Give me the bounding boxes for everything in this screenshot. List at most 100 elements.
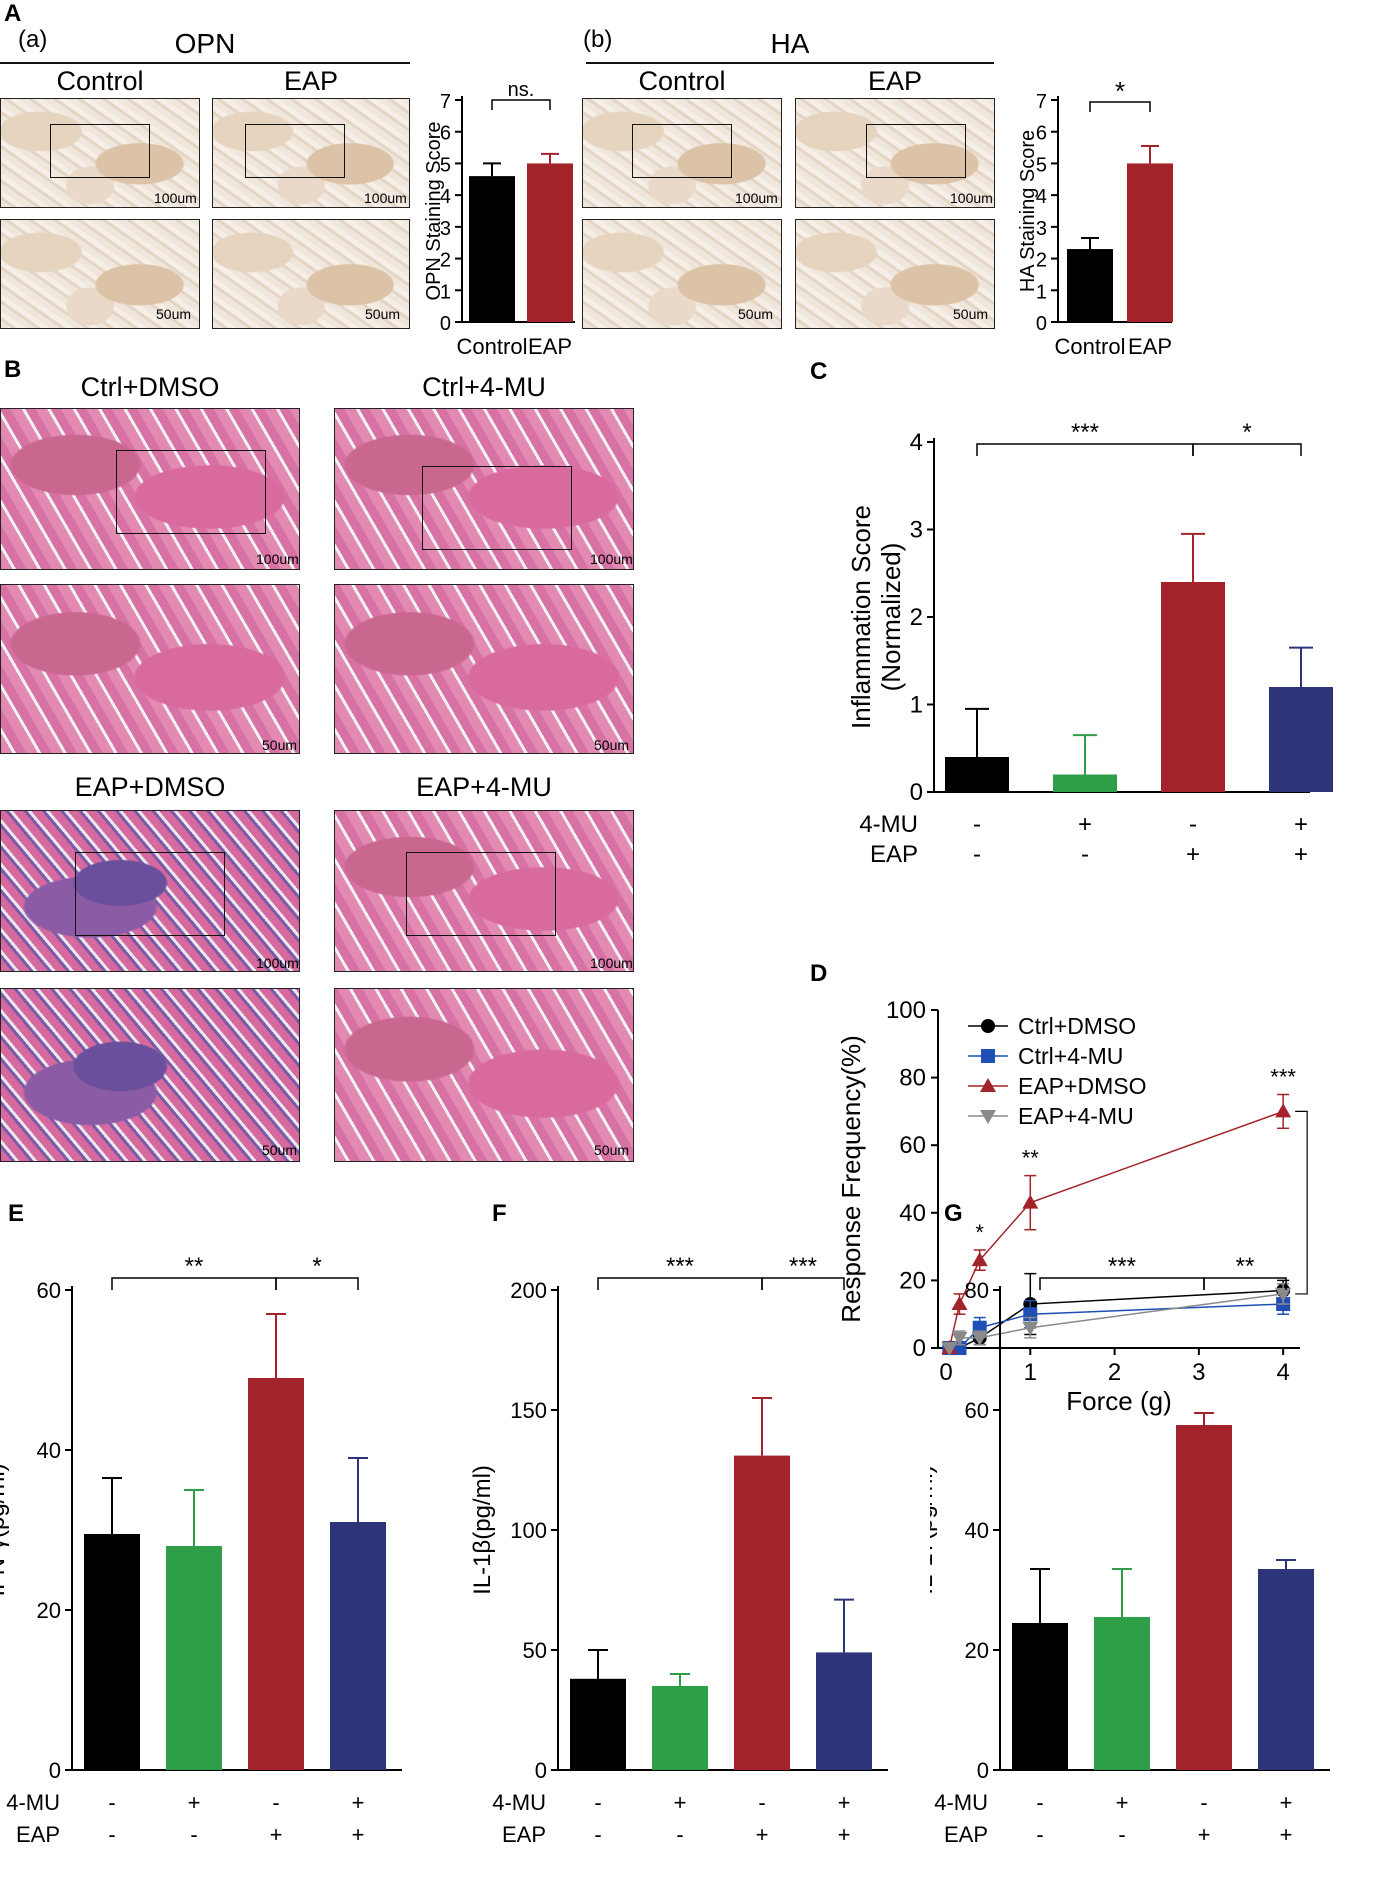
- treatment-sign: -: [973, 841, 981, 868]
- ctrl-dmso-low-image: [0, 408, 300, 570]
- y-tick-label: 40: [37, 1438, 61, 1463]
- bar: [1012, 1623, 1068, 1770]
- roi-box: [50, 124, 150, 178]
- y-tick-label: 0: [913, 1335, 926, 1362]
- y-axis-label: (Normalized): [876, 543, 906, 692]
- opn-eap-high-image: [212, 219, 410, 329]
- significance-bracket: [491, 99, 551, 110]
- roi-box: [632, 124, 732, 178]
- treatment-label-eap: EAP: [16, 1822, 60, 1847]
- bar: [1067, 249, 1113, 322]
- treatment-sign: +: [838, 1822, 851, 1847]
- y-axis-label: OPN Staining Score: [423, 122, 445, 301]
- x-tick-label: 0: [939, 1359, 952, 1386]
- data-point: [980, 1110, 996, 1124]
- y-tick-label: 2: [910, 604, 923, 631]
- treatment-sign: +: [188, 1790, 201, 1815]
- y-tick-label: 4: [440, 186, 451, 208]
- response-frequency-chart: 0 20 40 60 80 100 0 1 2 3 4 Force (g) Response Frequ…: [836, 1000, 1308, 1416]
- treatment-sign: -: [1036, 1790, 1043, 1815]
- opn-score-chart: 0 1 2 3 4 5 6 7 OPN Staining Score Control EAP ns.: [423, 80, 575, 359]
- bar: [84, 1534, 140, 1770]
- treatment-sign: -: [676, 1822, 683, 1847]
- ha-eap-high-image: [795, 219, 995, 329]
- significance-label: *: [1242, 420, 1251, 446]
- x-tick-label: 3: [1192, 1359, 1205, 1386]
- treatment-sign: -: [108, 1790, 115, 1815]
- x-tick-label: 4: [1276, 1359, 1289, 1386]
- panel-letter-e: E: [8, 1200, 25, 1227]
- y-tick-label: 0: [535, 1758, 547, 1783]
- panel-letter-a: A: [4, 0, 22, 27]
- data-point: [981, 1019, 995, 1033]
- treatment-sign: +: [674, 1790, 687, 1815]
- y-tick-label: 6: [1036, 123, 1047, 145]
- ha-header-rule: [586, 62, 994, 64]
- scale-bar-label: 50um: [594, 737, 630, 753]
- treatment-sign: -: [190, 1822, 197, 1847]
- x-tick-label: 1: [1024, 1359, 1037, 1386]
- roi-box: [75, 852, 225, 936]
- scale-bar-label: 100um: [364, 190, 407, 206]
- y-tick-label: 80: [965, 1278, 989, 1303]
- treatment-sign: +: [1294, 841, 1308, 868]
- data-point: [971, 1252, 988, 1267]
- scale-bar-label: 50um: [953, 306, 989, 322]
- bar: [1094, 1617, 1150, 1770]
- y-tick-label: 0: [440, 313, 451, 335]
- bar: [734, 1455, 790, 1770]
- y-tick-label: 7: [440, 91, 451, 113]
- treatment-label-eap: EAP: [870, 841, 918, 868]
- y-tick-label: 0: [910, 779, 923, 806]
- treatment-sign: -: [1189, 811, 1197, 838]
- ctrl-4mu-high-image: [334, 584, 634, 754]
- roi-box: [116, 450, 266, 534]
- eap-4mu-label: EAP+4-MU: [416, 772, 552, 802]
- panel-letter-f: F: [492, 1200, 507, 1227]
- opn-eap-label: EAP: [283, 66, 339, 96]
- panel-letter-b: B: [4, 356, 22, 383]
- y-tick-label: 3: [910, 517, 923, 544]
- y-tick-label: 40: [965, 1518, 989, 1543]
- data-point: [1275, 1287, 1292, 1302]
- eap-4mu-low-image: [334, 810, 634, 972]
- y-tick-label: 4: [1036, 186, 1047, 208]
- roi-box: [422, 466, 572, 550]
- y-axis-label: Inflammation Score: [846, 505, 876, 729]
- ha-eap-low-image: [795, 98, 995, 208]
- scale-bar-label: 100um: [256, 551, 299, 567]
- bar: [1176, 1425, 1232, 1770]
- treatment-sign: +: [270, 1822, 283, 1847]
- treatment-sign: +: [1280, 1822, 1293, 1847]
- legend-label: EAP+DMSO: [1018, 1073, 1146, 1099]
- y-tick-label: 1: [440, 281, 451, 303]
- significance-bracket: [1203, 1277, 1287, 1290]
- y-tick-label: 20: [37, 1598, 61, 1623]
- significance-label: ns.: [508, 80, 535, 101]
- y-tick-label: 7: [1036, 91, 1047, 113]
- significance-bracket: [761, 1277, 845, 1290]
- y-axis-label: IL-1β(pg/ml): [470, 1465, 496, 1595]
- legend-label: Ctrl+DMSO: [1018, 1013, 1136, 1039]
- y-tick-label: 0: [49, 1758, 61, 1783]
- scale-bar-label: 100um: [950, 190, 993, 206]
- y-axis-label: IFN-γ(pg/ml): [0, 1463, 10, 1596]
- treatment-label-eap: EAP: [944, 1822, 988, 1847]
- y-tick-label: 60: [899, 1132, 926, 1159]
- il-1beta-chart: 0 50 100 150 200 IL-1β(pg/ml) *** *** 4-MU EAP - - +…: [470, 1253, 888, 1847]
- eap-dmso-high-image: [0, 988, 300, 1162]
- treatment-label-4mu: 4-MU: [934, 1790, 988, 1815]
- scale-bar-label: 50um: [594, 1142, 630, 1158]
- ha-eap-label: EAP: [867, 66, 923, 96]
- treatment-sign: +: [1078, 811, 1092, 838]
- ctrl-dmso-high-image: [0, 584, 300, 754]
- bar: [330, 1522, 386, 1770]
- legend-label: Ctrl+4-MU: [1018, 1043, 1123, 1069]
- treatment-sign: +: [838, 1790, 851, 1815]
- x-axis-label: Force (g): [1066, 1386, 1171, 1416]
- y-tick-label: 1: [910, 692, 923, 719]
- scale-bar-label: 100um: [256, 955, 299, 971]
- data-point: [951, 1296, 968, 1311]
- data-point: [971, 1331, 988, 1346]
